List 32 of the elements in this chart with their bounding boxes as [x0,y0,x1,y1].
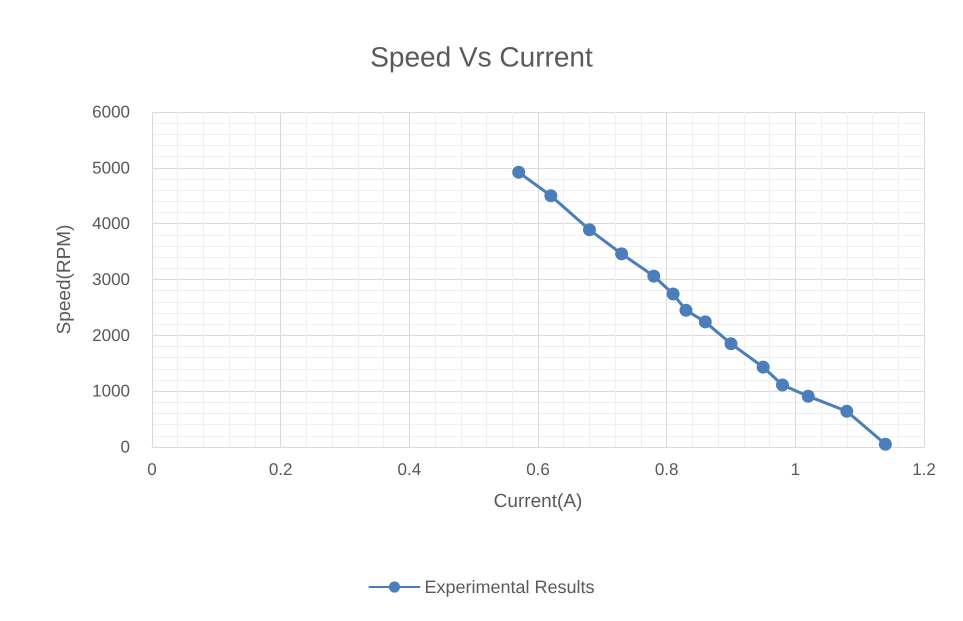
legend-label: Experimental Results [424,577,595,597]
point [647,270,660,283]
x-tick-label: 0 [147,460,157,479]
chart-title: Speed Vs Current [370,42,593,72]
y-axis-title: Speed(RPM) [54,224,75,334]
x-tick-label: 1.2 [912,460,936,479]
y-tick-label: 4000 [92,214,130,234]
x-tick-label: 0.8 [654,460,678,479]
point [679,304,692,317]
y-tick-label: 0 [120,438,130,456]
point [756,360,770,374]
x-tick-label: 0.6 [526,460,550,479]
y-tick-label: 2000 [92,326,130,345]
point [666,288,680,301]
x-tick-label: 0.2 [268,460,292,479]
point [776,378,789,392]
x-tick-label: 0.4 [398,460,422,479]
point [512,166,526,179]
y-tick-label: 5000 [92,158,130,178]
point [582,223,596,236]
point [802,390,815,403]
point [724,337,738,350]
point [615,247,628,260]
point [544,189,558,202]
x-tick-label: 1 [790,460,800,479]
y-tick-label: 6000 [92,102,130,122]
y-tick-label: 1000 [92,382,130,401]
y-tick-label: 3000 [92,270,130,289]
x-axis-title: Current(A) [494,491,582,512]
point [840,404,854,418]
point [878,438,892,451]
point [698,315,712,328]
